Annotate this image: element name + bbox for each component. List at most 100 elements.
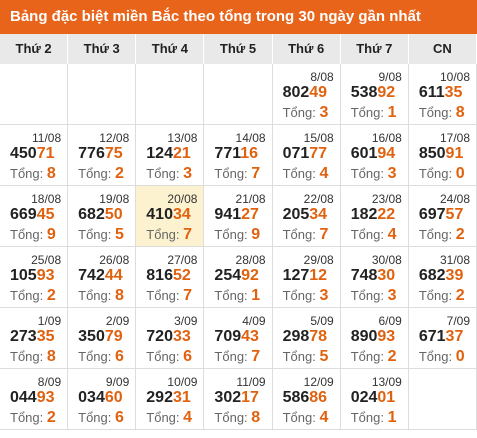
day-cell: 5/09 29878 Tổng: 5 [272, 308, 341, 369]
total-label: Tổng: [214, 166, 248, 181]
number-head: 273 [10, 328, 37, 345]
total-value: 3 [319, 104, 329, 121]
number-tail: 35 [36, 328, 55, 345]
total-value: 9 [251, 226, 261, 243]
date: 3/09 [174, 314, 198, 328]
day-cell: 24/08 69757 Tổng: 2 [408, 186, 477, 247]
total-value: 3 [387, 165, 397, 182]
date: 7/09 [446, 314, 470, 328]
number-tail: 78 [309, 328, 328, 345]
total-label: Tổng: [10, 410, 44, 425]
number: 45071 [10, 145, 55, 163]
date: 18/08 [31, 192, 62, 206]
date: 11/08 [32, 131, 62, 145]
total-label: Tổng: [350, 349, 384, 364]
day-cell: 22/08 20534 Tổng: 7 [272, 186, 341, 247]
number-head: 182 [350, 206, 378, 223]
total-label: Tổng: [10, 349, 44, 364]
total-label: Tổng: [78, 166, 112, 181]
day-cell: 20/08 41034 Tổng: 7 [136, 186, 205, 247]
total: Tổng: 8 [10, 348, 56, 366]
total-value: 8 [46, 165, 56, 182]
total: Tổng: 3 [146, 165, 192, 183]
number-head: 601 [350, 145, 378, 162]
number-tail: 86 [309, 389, 328, 406]
total-label: Tổng: [418, 288, 453, 303]
day-cell: 4/09 70943 Tổng: 7 [204, 308, 273, 369]
number-head: 298 [282, 328, 310, 345]
day-cell [204, 64, 273, 125]
day-cell: 9/09 03460 Tổng: 6 [68, 369, 137, 430]
number: 30217 [214, 389, 259, 407]
number: 77116 [214, 145, 258, 163]
total: Tổng: 2 [419, 287, 465, 305]
number: 41034 [146, 206, 191, 224]
date: 27/08 [167, 253, 198, 267]
date: 25/08 [31, 253, 62, 267]
date: 5/09 [310, 314, 334, 328]
number-tail: 37 [445, 328, 464, 345]
number-tail: 16 [240, 145, 259, 162]
total: Tổng: 7 [146, 226, 192, 244]
total-value: 5 [319, 348, 329, 365]
number: 07177 [283, 145, 328, 163]
date: 12/09 [303, 375, 334, 389]
total-value: 4 [183, 409, 193, 426]
total: Tổng: 6 [146, 348, 192, 366]
number-head: 776 [78, 145, 105, 162]
total-value: 2 [455, 287, 465, 304]
number: 35079 [78, 328, 123, 346]
number-head: 302 [214, 389, 242, 406]
total-value: 7 [251, 165, 261, 182]
day-cell: 13/09 02401 Tổng: 1 [340, 369, 409, 430]
number-head: 669 [10, 206, 37, 223]
number: 53892 [351, 84, 396, 102]
number-tail: 44 [104, 267, 123, 284]
day-cell: 14/08 77116 Tổng: 7 [204, 125, 273, 186]
number-tail: 71 [36, 145, 55, 162]
total-label: Tổng: [10, 227, 44, 242]
number-tail: 33 [172, 328, 191, 345]
day-header: Thứ 5 [204, 34, 273, 64]
day-header: Thứ 3 [68, 34, 137, 64]
date: 10/08 [439, 70, 470, 84]
total: Tổng: 1 [351, 409, 397, 427]
day-cell: 17/08 85091 Tổng: 0 [408, 125, 477, 186]
day-cell: 10/08 61135 Tổng: 8 [408, 64, 477, 125]
total-label: Tổng: [282, 410, 316, 425]
total: Tổng: 5 [78, 226, 124, 244]
number-head: 292 [146, 389, 173, 406]
total-value: 5 [115, 226, 124, 243]
total-label: Tổng: [282, 105, 316, 120]
total-value: 4 [319, 165, 329, 182]
total: Tổng: 4 [351, 226, 397, 244]
number-head: 350 [78, 328, 105, 345]
day-cell: 8/08 80249 Tổng: 3 [272, 64, 341, 125]
number-head: 682 [418, 267, 446, 284]
number-head: 850 [418, 145, 446, 162]
total: Tổng: 2 [78, 165, 124, 183]
number-tail: 77 [309, 145, 328, 162]
number-head: 538 [350, 84, 378, 101]
day-cell: 19/08 68250 Tổng: 5 [68, 186, 137, 247]
total: Tổng: 2 [10, 409, 56, 427]
date: 21/08 [235, 192, 266, 206]
number-tail: 12 [309, 267, 328, 284]
number-head: 720 [146, 328, 173, 345]
total-label: Tổng: [350, 105, 384, 120]
day-cell: 2/09 35079 Tổng: 6 [68, 308, 137, 369]
number-head: 890 [350, 328, 378, 345]
date: 6/09 [378, 314, 402, 328]
day-cell: 11/08 45071 Tổng: 8 [0, 125, 69, 186]
total: Tổng: 6 [78, 409, 124, 427]
number: 74244 [78, 267, 123, 285]
total: Tổng: 2 [10, 287, 56, 305]
number-tail: 01 [377, 389, 396, 406]
number: 10593 [10, 267, 55, 285]
day-cell: 21/08 94127 Tổng: 9 [204, 186, 273, 247]
number-tail: 92 [377, 84, 396, 101]
number-head: 816 [146, 267, 173, 284]
total: Tổng: 0 [419, 348, 465, 366]
number-head: 771 [214, 145, 241, 162]
date: 2/09 [105, 314, 130, 328]
